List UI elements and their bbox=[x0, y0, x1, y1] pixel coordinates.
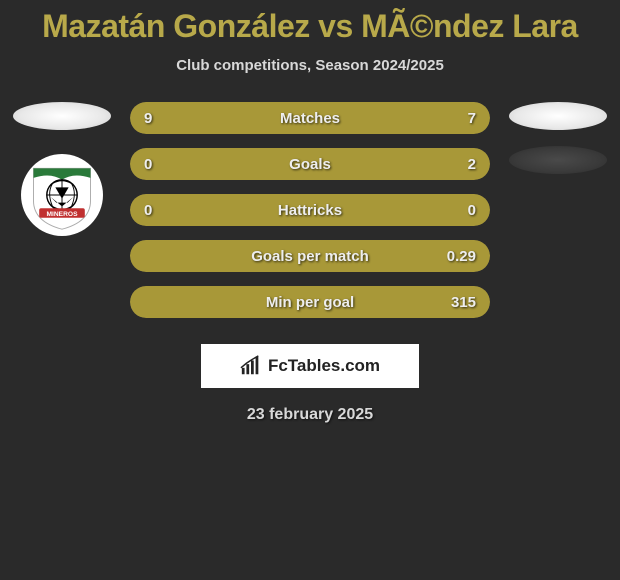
fctables-label: FcTables.com bbox=[268, 356, 380, 376]
stat-bars: 9Matches70Goals20Hattricks0Goals per mat… bbox=[130, 102, 490, 318]
stat-label: Min per goal bbox=[130, 294, 490, 311]
mineros-shield-icon: MINEROS bbox=[24, 157, 100, 233]
stat-right-value: 2 bbox=[468, 156, 476, 173]
season-subtitle: Club competitions, Season 2024/2025 bbox=[0, 57, 620, 74]
stat-row: 9Matches7 bbox=[130, 102, 490, 134]
bar-chart-icon bbox=[240, 355, 262, 377]
stat-label: Goals bbox=[130, 156, 490, 173]
right-player-column bbox=[508, 102, 608, 174]
comparison-date: 23 february 2025 bbox=[0, 406, 620, 424]
svg-text:MINEROS: MINEROS bbox=[47, 211, 79, 218]
left-player-column: MINEROS bbox=[12, 102, 112, 236]
stat-row: Min per goal315 bbox=[130, 286, 490, 318]
stat-label: Goals per match bbox=[130, 248, 490, 265]
right-club-badge-placeholder bbox=[509, 146, 607, 174]
stat-right-value: 315 bbox=[451, 294, 476, 311]
stat-row: 0Goals2 bbox=[130, 148, 490, 180]
player-photo-placeholder-right bbox=[509, 102, 607, 130]
comparison-card: Mazatán González vs MÃ©ndez Lara Club co… bbox=[0, 0, 620, 424]
stat-right-value: 0.29 bbox=[447, 248, 476, 265]
left-club-badge: MINEROS bbox=[21, 154, 103, 236]
stats-area: MINEROS 9Matches70Goals20Hattricks0Goals… bbox=[0, 102, 620, 318]
player-photo-placeholder-left bbox=[13, 102, 111, 130]
stat-label: Matches bbox=[130, 110, 490, 127]
stat-right-value: 0 bbox=[468, 202, 476, 219]
stat-row: 0Hattricks0 bbox=[130, 194, 490, 226]
stat-label: Hattricks bbox=[130, 202, 490, 219]
stat-right-value: 7 bbox=[468, 110, 476, 127]
stat-row: Goals per match0.29 bbox=[130, 240, 490, 272]
fctables-attribution[interactable]: FcTables.com bbox=[201, 344, 419, 388]
page-title: Mazatán González vs MÃ©ndez Lara bbox=[0, 8, 620, 45]
